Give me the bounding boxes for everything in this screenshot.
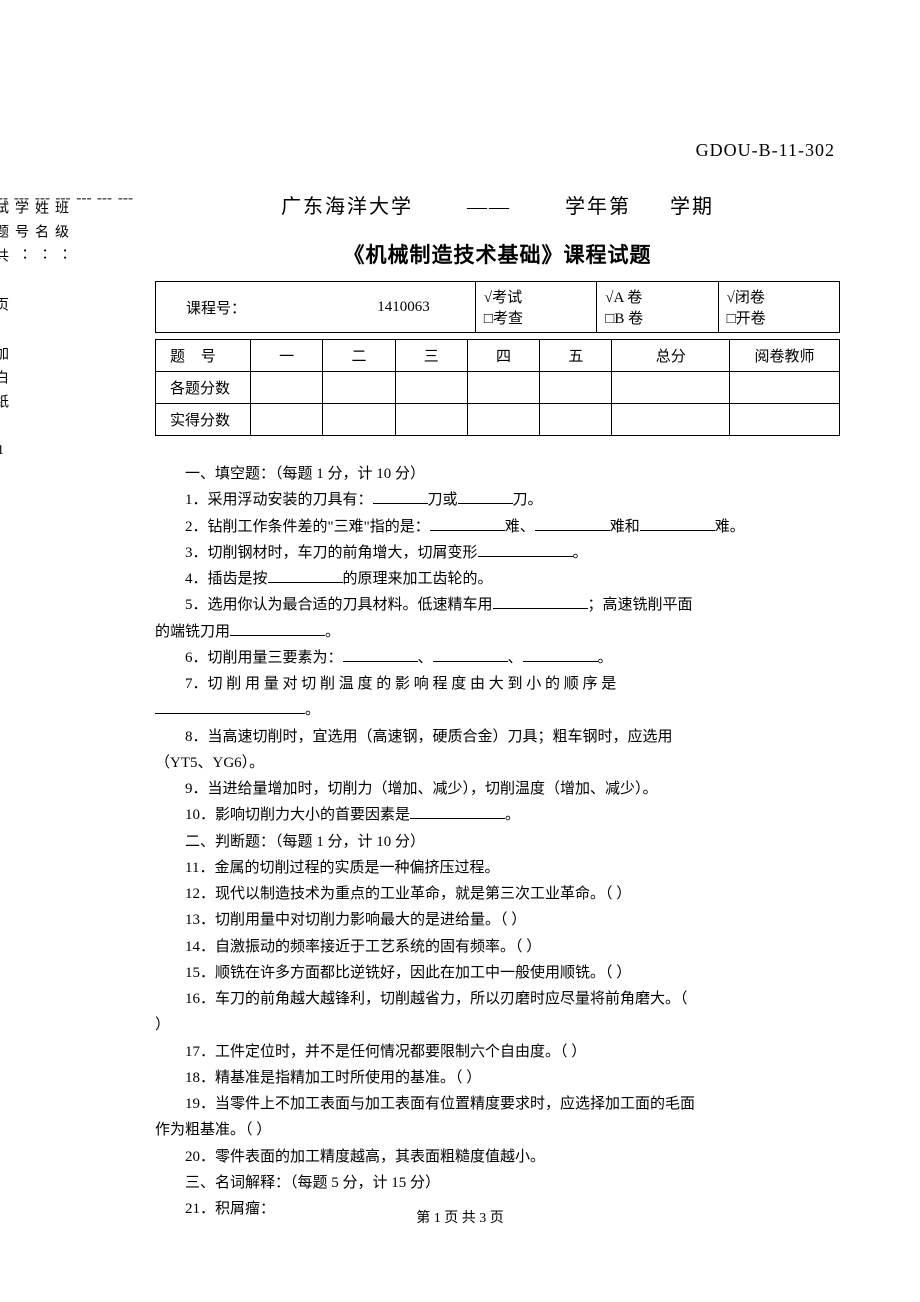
q7: 7．切 削 用 量 对 切 削 温 度 的 影 响 程 度 由 大 到 小 的 …: [155, 671, 840, 697]
semester-label: 学期: [670, 196, 714, 218]
main-content: 广东海洋大学 —— 学年第 学期 《机械制造技术基础》课程试题 课程号： 141…: [155, 190, 840, 1222]
q19-line2: 作为粗基准。（ ）: [155, 1117, 840, 1143]
q13: 13．切削用量中对切削力影响最大的是进给量。（ ）: [155, 907, 840, 933]
closed-check: √闭卷: [727, 286, 831, 307]
row-label-0: 题 号: [156, 340, 251, 372]
q17: 17．工件定位时，并不是任何情况都要限制六个自由度。（ ）: [155, 1039, 840, 1065]
q19: 19．当零件上不加工表面与加工表面有位置精度要求时，应选择加工面的毛面: [155, 1091, 840, 1117]
q3: 3．切削钢材时，车刀的前角增大，切屑变形。: [155, 540, 840, 566]
score-table: 题 号 一 二 三 四 五 总分 阅卷教师 各题分数 实得分数: [155, 339, 840, 436]
q16: 16．车刀的前角越大越锋利，切削越省力，所以刃磨时应尽量将前角磨大。（: [155, 986, 840, 1012]
paper-checks: √A 卷 □B 卷: [597, 282, 718, 333]
q2: 2．钻削工作条件差的"三难"指的是：难、难和难。: [155, 514, 840, 540]
page-footer: 第 1 页 共 3 页: [0, 1207, 920, 1227]
sealed-line: ┆┆┆┆┆┆┆┆┆┆ 密 ┆┆┆┆┆┆┆┆┆┆┆┆┆ 封 ┆┆┆┆┆┆┆┆┆┆┆…: [115, 195, 135, 1095]
side-labels: 班级： 姓名： 学号： 试题共 页 加白纸 1: [30, 200, 70, 548]
doc-code: GDOU-B-11-302: [696, 140, 835, 161]
q8-line2: （YT5、YG6）。: [155, 750, 840, 776]
name-label: 姓名：: [30, 200, 50, 468]
score-row-1: 各题分数: [156, 372, 840, 404]
score-row-2: 实得分数: [156, 404, 840, 436]
course-num-label: 课程号：: [156, 282, 333, 333]
col-2: 二: [323, 340, 395, 372]
section-1-title: 一、填空题：（每题 1 分，计 10 分）: [155, 461, 840, 487]
q6: 6．切削用量三要素为：、、。: [155, 645, 840, 671]
review-check: □考查: [484, 307, 588, 328]
row-label-2: 实得分数: [156, 404, 251, 436]
id-label: 学号：: [10, 200, 30, 468]
q15: 15．顺铣在许多方面都比逆铣好，因此在加工中一般使用顺铣。（ ）: [155, 960, 840, 986]
q5: 5．选用你认为最合适的刀具材料。低速精车用；高速铣削平面: [155, 592, 840, 618]
class-label: 班级：: [50, 200, 70, 468]
q4: 4．插齿是按的原理来加工齿轮的。: [155, 566, 840, 592]
q9: 9．当进给量增加时，切削力（增加、减少），切削温度（增加、减少）。: [155, 776, 840, 802]
score-header-row: 题 号 一 二 三 四 五 总分 阅卷教师: [156, 340, 840, 372]
university-header: 广东海洋大学 —— 学年第 学期: [155, 190, 840, 219]
q14: 14．自激振动的频率接近于工艺系统的固有频率。（ ）: [155, 934, 840, 960]
col-total: 总分: [612, 340, 730, 372]
b-paper: □B 卷: [605, 307, 709, 328]
exam-checks: √考试 □考查: [475, 282, 596, 333]
exam-check: √考试: [484, 286, 588, 307]
row-label-1: 各题分数: [156, 372, 251, 404]
q20: 20．零件表面的加工精度越高，其表面粗糙度值越小。: [155, 1144, 840, 1170]
section-3-title: 三、名词解释：（每题 5 分，计 15 分）: [155, 1170, 840, 1196]
pages-label: 试题共 页 加白纸 1: [0, 200, 10, 468]
section-2-title: 二、判断题：（每题 1 分，计 10 分）: [155, 829, 840, 855]
col-5: 五: [540, 340, 612, 372]
open-check: □开卷: [727, 307, 831, 328]
open-checks: √闭卷 □开卷: [718, 282, 839, 333]
col-4: 四: [467, 340, 539, 372]
q16-line2: ）: [155, 1012, 840, 1038]
info-table: 课程号： 1410063 √考试 □考查 √A 卷 □B 卷 √闭卷 □开卷: [155, 281, 840, 333]
dash: ——: [467, 196, 511, 218]
year-label: 学年第: [565, 196, 631, 218]
q10: 10．影响切削力大小的首要因素是。: [155, 802, 840, 828]
course-title: 《机械制造技术基础》课程试题: [155, 239, 840, 269]
university-name: 广东海洋大学: [281, 196, 413, 218]
q1: 1．采用浮动安装的刀具有：刀或刀。: [155, 487, 840, 513]
q5-line2: 的端铣刀用。: [155, 619, 840, 645]
q11: 11．金属的切削过程的实质是一种偏挤压过程。: [155, 855, 840, 881]
course-num: 1410063: [332, 282, 475, 333]
q12: 12．现代以制造技术为重点的工业革命，就是第三次工业革命。（ ）: [155, 881, 840, 907]
col-teacher: 阅卷教师: [730, 340, 840, 372]
a-paper: √A 卷: [605, 286, 709, 307]
q8: 8．当高速切削时，宜选用（高速钢，硬质合金）刀具；粗车钢时，应选用: [155, 724, 840, 750]
col-1: 一: [251, 340, 323, 372]
questions: 一、填空题：（每题 1 分，计 10 分） 1．采用浮动安装的刀具有：刀或刀。 …: [155, 461, 840, 1222]
q18: 18．精基准是指精加工时所使用的基准。（ ）: [155, 1065, 840, 1091]
col-3: 三: [395, 340, 467, 372]
q7-line2: 。: [155, 697, 840, 723]
